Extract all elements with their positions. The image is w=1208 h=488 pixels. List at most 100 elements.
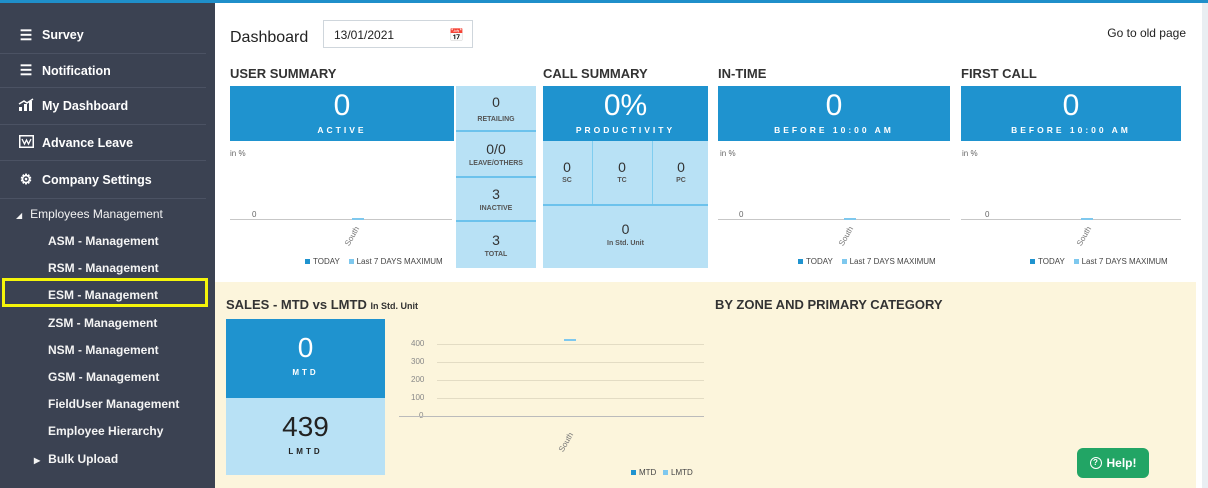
go-to-old-page-link[interactable]: Go to old page <box>1107 26 1186 40</box>
sidebar-group-employees-management[interactable]: ◢ Employees Management <box>16 207 163 221</box>
axis-line <box>718 219 950 220</box>
sidebar-sub-gsm[interactable]: GSM - Management <box>48 370 160 384</box>
sidebar-item-advance-leave[interactable]: Advance Leave <box>0 125 206 161</box>
calendar-icon[interactable]: 📅 <box>449 28 464 42</box>
sidebar-sub-nsm[interactable]: NSM - Management <box>48 343 159 357</box>
sidebar-item-notification[interactable]: ☰ Notification <box>0 54 206 88</box>
productivity-value: 0% <box>603 89 648 122</box>
divider <box>456 220 536 222</box>
sales-panel: SALES - MTD vs LMTD In Std. Unit 0 MTD 4… <box>215 282 1196 488</box>
sidebar-item-label: Company Settings <box>42 172 152 187</box>
sidebar-sub-zsm[interactable]: ZSM - Management <box>48 316 158 330</box>
total-stat: 3 TOTAL <box>456 232 536 258</box>
inactive-label: INACTIVE <box>479 205 513 212</box>
date-field[interactable]: 13/01/2021 📅 <box>323 20 473 48</box>
sales-legend: MTD LMTD <box>631 468 693 477</box>
today-bar <box>844 218 856 220</box>
in-time-kpi: 0 BEFORE 10:00 AM <box>718 86 950 141</box>
category-label: South <box>557 430 576 454</box>
pc-value: 0 <box>677 159 685 175</box>
mtd-kpi: 0 MTD <box>226 319 385 398</box>
sidebar-item-label: Survey <box>42 28 84 42</box>
legend-today: TODAY <box>1038 257 1065 266</box>
productivity-label: PRODUCTIVITY <box>575 125 676 135</box>
first-call-value: 0 <box>1062 89 1080 122</box>
lmtd-kpi: 439 LMTD <box>226 398 385 475</box>
in-time-value: 0 <box>825 89 843 122</box>
help-button[interactable]: ? Help! <box>1077 448 1149 478</box>
sidebar-group-bulk-upload[interactable]: ▶ Bulk Upload <box>34 452 118 466</box>
chart-icon <box>16 97 36 115</box>
pc-label: PC <box>676 177 686 184</box>
user-summary-title: USER SUMMARY <box>230 66 337 81</box>
sc-label: SC <box>562 177 572 184</box>
sidebar-item-label: Notification <box>42 63 111 78</box>
legend-swatch <box>1073 259 1079 265</box>
mtd-label: MTD <box>292 368 319 377</box>
sidebar-sub-employee-hierarchy[interactable]: Employee Hierarchy <box>48 424 164 438</box>
retailing-value: 0 <box>492 94 500 110</box>
category-label: South <box>1075 224 1094 248</box>
legend-swatch <box>1030 259 1035 265</box>
retailing-stat: 0 RETAILING <box>456 94 536 123</box>
chart-legend: TODAY Last 7 DAYS MAXIMUM <box>305 257 443 266</box>
sidebar-sub-asm[interactable]: ASM - Management <box>48 234 159 248</box>
divider <box>456 130 536 132</box>
legend-swatch <box>631 470 636 476</box>
first-call-label: BEFORE 10:00 AM <box>1011 125 1131 135</box>
y-tick: 100 <box>411 393 425 402</box>
in-pct-label: in % <box>230 149 246 158</box>
divider <box>456 176 536 178</box>
axis-line <box>961 219 1181 220</box>
grid-line <box>437 398 704 399</box>
tc-stat: 0 TC <box>610 159 634 184</box>
category-label: South <box>837 224 856 248</box>
page-title: Dashboard <box>230 29 309 46</box>
lmtd-label: LMTD <box>288 447 323 456</box>
y-tick: 200 <box>411 375 425 384</box>
list-icon: ☰ <box>19 62 33 78</box>
axis-zero: 0 <box>739 210 744 219</box>
lmtd-value: 439 <box>282 411 329 442</box>
leave-label: LEAVE/OTHERS <box>469 160 523 167</box>
sc-stat: 0 SC <box>555 159 579 184</box>
inactive-stat: 3 INACTIVE <box>456 186 536 212</box>
call-summary-title: CALL SUMMARY <box>543 66 648 81</box>
grid-line <box>437 362 704 363</box>
sidebar-group-label: Bulk Upload <box>48 452 119 466</box>
sales-title-text: SALES - MTD vs LMTD <box>226 297 367 312</box>
sales-unit: In Std. Unit <box>370 301 418 311</box>
in-time-title: IN-TIME <box>718 66 767 81</box>
sidebar-item-label: Advance Leave <box>42 135 134 150</box>
sidebar-group-label: Employees Management <box>30 207 163 221</box>
legend-swatch <box>305 259 310 265</box>
sales-title: SALES - MTD vs LMTD In Std. Unit <box>226 297 418 312</box>
sidebar-item-my-dashboard[interactable]: My Dashboard <box>0 88 206 125</box>
retailing-label: RETAILING <box>477 116 515 123</box>
sidebar-sub-esm[interactable]: ESM - Management <box>48 288 159 302</box>
gears-icon: ⚙ <box>19 171 33 187</box>
sidebar-sub-fielduser[interactable]: FieldUser Management <box>48 397 180 411</box>
axis-line <box>399 416 704 417</box>
sidebar-item-company-settings[interactable]: ⚙ Company Settings <box>0 161 206 199</box>
legend-mtd: MTD <box>639 468 657 477</box>
in-pct-label: in % <box>720 149 736 158</box>
total-label: TOTAL <box>484 251 508 258</box>
date-value: 13/01/2021 <box>334 28 395 42</box>
chart-legend: TODAY Last 7 DAYS MAXIMUM <box>798 257 936 266</box>
sidebar: ☰ Survey ☰ Notification My Dashboard Adv… <box>0 3 215 488</box>
leave-stat: 0/0 LEAVE/OTHERS <box>456 141 536 167</box>
today-bar <box>1081 218 1093 220</box>
legend-swatch <box>798 259 803 265</box>
grid-line <box>437 380 704 381</box>
sidebar-item-survey[interactable]: ☰ Survey <box>0 17 206 54</box>
sidebar-sub-rsm[interactable]: RSM - Management <box>48 261 159 275</box>
divider <box>652 141 653 204</box>
legend-today: TODAY <box>313 257 340 266</box>
chart-legend: TODAY Last 7 DAYS MAXIMUM <box>1030 257 1168 266</box>
question-icon: ? <box>1089 457 1102 469</box>
user-stats-column: 0 RETAILING 0/0 LEAVE/OTHERS 3 INACTIVE … <box>456 86 536 268</box>
sidebar-item-label: My Dashboard <box>42 99 129 113</box>
right-edge <box>1202 3 1208 488</box>
today-bar <box>352 218 364 220</box>
